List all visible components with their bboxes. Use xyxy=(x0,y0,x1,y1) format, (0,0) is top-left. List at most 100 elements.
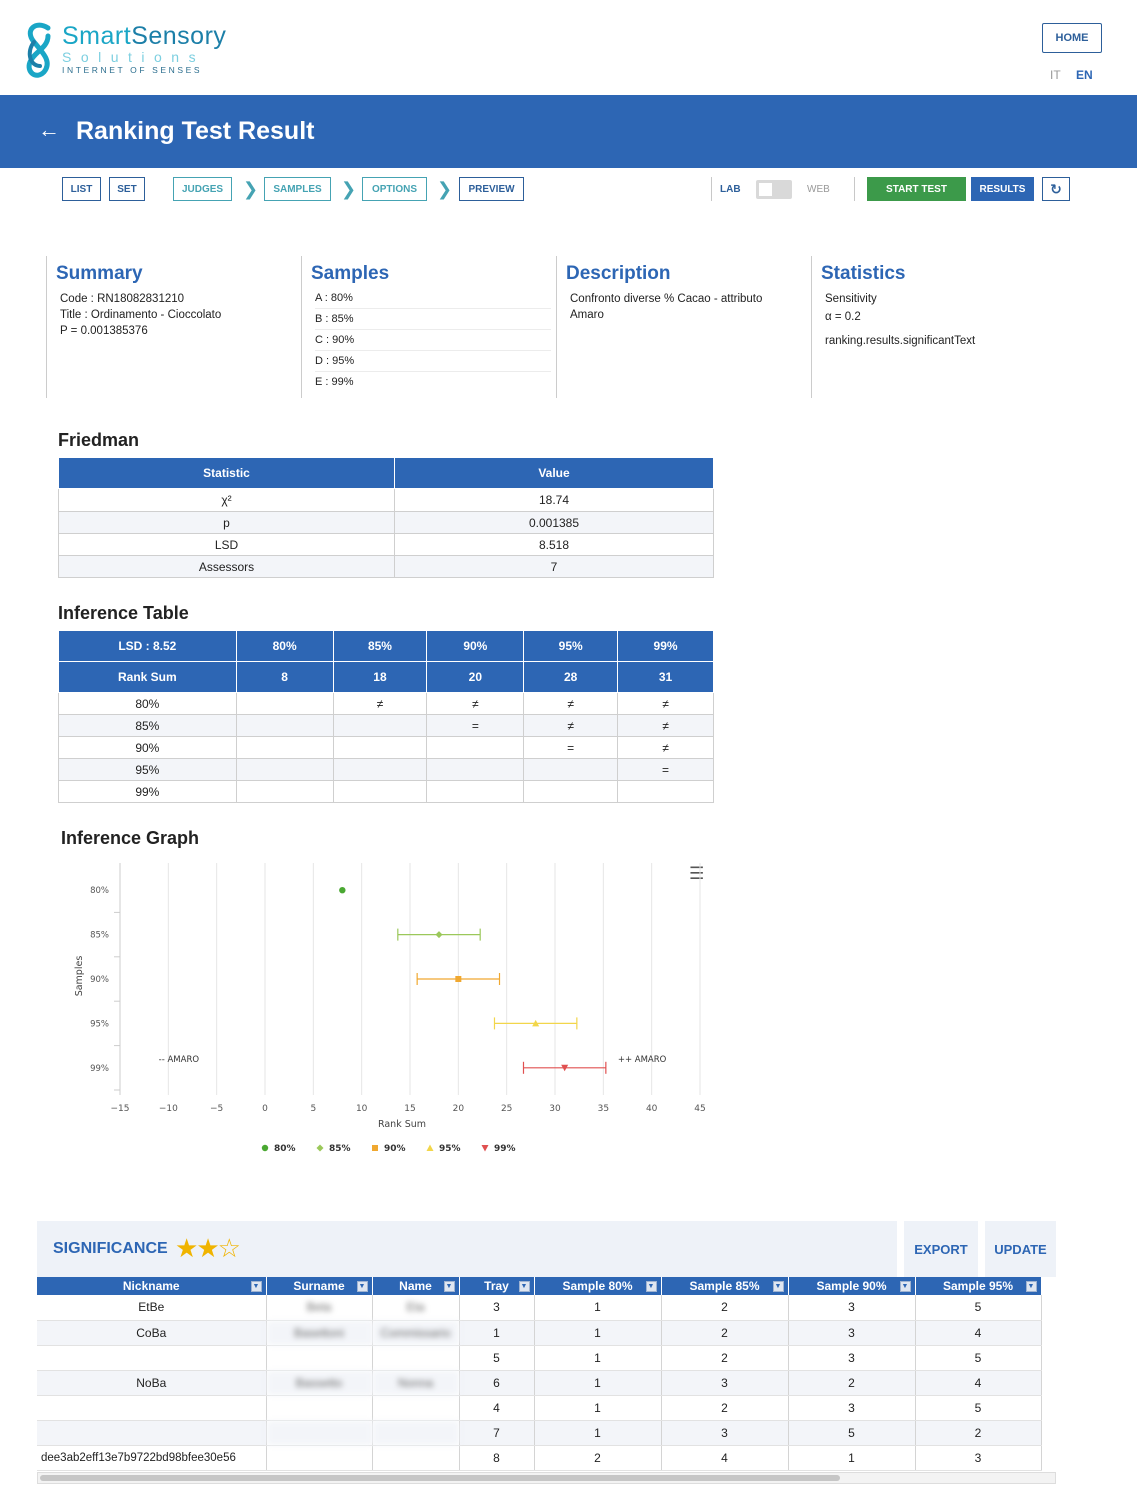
table-cell: Nonna xyxy=(372,1370,460,1396)
arrow-left-icon[interactable]: ← xyxy=(38,117,60,142)
filter-icon[interactable]: ▼ xyxy=(1025,1281,1037,1292)
lab-web-toggle[interactable] xyxy=(756,180,792,199)
set-button[interactable]: SET xyxy=(109,177,145,201)
legend-label: 99% xyxy=(494,1144,516,1154)
stat-value: 7 xyxy=(394,555,714,578)
inference-header-cell: 31 xyxy=(617,661,714,693)
column-header: Value xyxy=(394,457,714,489)
table-cell: 2 xyxy=(915,1420,1042,1446)
table-cell: 4 xyxy=(915,1320,1042,1346)
inference-row-label: 95% xyxy=(58,758,237,781)
column-header[interactable]: Sample 80% ▼ xyxy=(534,1277,662,1295)
options-step-button[interactable]: OPTIONS xyxy=(362,177,427,201)
filter-icon[interactable]: ▼ xyxy=(250,1281,262,1292)
stat-value: 18.74 xyxy=(394,488,714,512)
inference-table: LSD : 8.52 80% 85% 90% 95% 99% Rank Sum 8 18 20 28… xyxy=(58,630,714,803)
inference-cell xyxy=(332,736,428,759)
stat-name: p xyxy=(58,511,395,534)
table-cell: 2 xyxy=(534,1445,662,1471)
filter-icon[interactable]: ▼ xyxy=(772,1281,784,1292)
table-cell: 3 xyxy=(788,1320,916,1346)
x-tick-label: 0 xyxy=(262,1104,268,1114)
x-tick-label: −10 xyxy=(159,1104,178,1114)
table-cell: 3 xyxy=(915,1445,1042,1471)
table-row[interactable]: dee3ab2eff13e7b9722bd98bfee30e56 8 2 4 1 3 xyxy=(37,1445,1042,1471)
table-cell xyxy=(372,1445,460,1471)
judges-table: Nickname ▼ Surname ▼ Name ▼ Tray ▼ Sample 80% ▼ Sa… xyxy=(37,1277,1042,1471)
horizontal-scrollbar[interactable] xyxy=(37,1472,1056,1484)
data-point xyxy=(532,1019,540,1027)
update-button[interactable]: UPDATE xyxy=(985,1221,1056,1277)
lang-it-link[interactable]: IT xyxy=(1050,68,1061,82)
x-tick-label: 30 xyxy=(549,1104,561,1114)
inference-cell: ≠ xyxy=(617,714,714,737)
column-header[interactable]: Sample 95% ▼ xyxy=(915,1277,1042,1295)
column-header[interactable]: Tray ▼ xyxy=(459,1277,535,1295)
table-cell xyxy=(372,1420,460,1446)
statistics-heading: Statistics xyxy=(821,263,906,284)
column-header[interactable]: Nickname ▼ xyxy=(37,1277,267,1295)
x-tick-label: 20 xyxy=(453,1104,465,1114)
inference-cell xyxy=(523,780,619,803)
inference-row-label: 80% xyxy=(58,692,237,715)
description-panel: Description Confronto diverse % Cacao - … xyxy=(556,256,811,398)
legend-label: 80% xyxy=(274,1144,296,1154)
table-cell: 5 xyxy=(459,1345,535,1371)
column-header[interactable]: Surname ▼ xyxy=(266,1277,373,1295)
inference-header-cell: 90% xyxy=(426,630,525,662)
refresh-icon[interactable]: ↻ xyxy=(1042,177,1070,201)
stat-name: χ² xyxy=(58,488,395,512)
filter-icon[interactable]: ▼ xyxy=(356,1281,368,1292)
table-cell: 2 xyxy=(661,1320,789,1346)
legend-label: 90% xyxy=(384,1144,406,1154)
preview-step-button[interactable]: PREVIEW xyxy=(459,177,524,201)
data-point xyxy=(561,1064,569,1072)
legend-label: 85% xyxy=(329,1144,351,1154)
column-header[interactable]: Sample 90% ▼ xyxy=(788,1277,916,1295)
samples-heading: Samples xyxy=(311,263,390,284)
inference-cell xyxy=(235,736,334,759)
x-tick-label: 25 xyxy=(501,1104,512,1114)
lang-en-link[interactable]: EN xyxy=(1076,68,1093,82)
home-button[interactable]: HOME xyxy=(1042,23,1102,53)
filter-icon[interactable]: ▼ xyxy=(645,1281,657,1292)
summary-p: P = 0.001385376 xyxy=(60,325,148,337)
table-cell: 5 xyxy=(788,1420,916,1446)
inference-header-cell: LSD : 8.52 xyxy=(58,630,237,662)
inference-cell: = xyxy=(523,736,619,759)
scrollbar-thumb[interactable] xyxy=(40,1475,840,1481)
results-button[interactable]: RESULTS xyxy=(971,177,1034,201)
filter-icon[interactable]: ▼ xyxy=(518,1281,530,1292)
summary-panel: Summary Code : RN18082831210 Title : Ord… xyxy=(46,256,301,398)
chevron-right-icon: ❯ xyxy=(437,179,453,199)
list-button[interactable]: LIST xyxy=(62,177,101,201)
table-cell: 2 xyxy=(661,1395,789,1421)
stat-value: 8.518 xyxy=(394,533,714,556)
table-row[interactable]: EtBe Beta Eta 3 1 2 3 5 xyxy=(37,1295,1042,1321)
sample-item: C : 90% xyxy=(315,330,551,351)
table-cell: 3 xyxy=(459,1295,535,1321)
filter-icon[interactable]: ▼ xyxy=(443,1281,455,1292)
table-cell: 2 xyxy=(661,1345,789,1371)
column-header[interactable]: Name ▼ xyxy=(372,1277,460,1295)
start-test-button[interactable]: START TEST xyxy=(867,177,966,201)
table-row[interactable]: CoBa Basettoni Commissario 1 1 2 3 4 xyxy=(37,1320,1042,1346)
table-cell: 1 xyxy=(534,1295,662,1321)
filter-icon[interactable]: ▼ xyxy=(899,1281,911,1292)
column-header[interactable]: Sample 85% ▼ xyxy=(661,1277,789,1295)
table-row[interactable]: NoBa Bassetto Nonna 6 1 3 2 4 xyxy=(37,1370,1042,1396)
export-button[interactable]: EXPORT xyxy=(904,1221,978,1277)
inference-cell xyxy=(332,780,428,803)
column-header-label: Nickname xyxy=(122,1279,180,1293)
table-cell xyxy=(266,1395,373,1421)
inference-header-cell: 28 xyxy=(523,661,619,693)
significance-stars: ★★☆ xyxy=(175,1233,241,1264)
judges-step-button[interactable]: JUDGES xyxy=(173,177,232,201)
x-tick-label: 35 xyxy=(598,1104,609,1114)
inference-graph: −15 −10 −5 0 5 10 15 20 25 30 35 40 45 80% 85% 90% 95% 99… xyxy=(74,863,706,1154)
inference-header-cell: 85% xyxy=(332,630,428,662)
samples-step-button[interactable]: SAMPLES xyxy=(264,177,331,201)
